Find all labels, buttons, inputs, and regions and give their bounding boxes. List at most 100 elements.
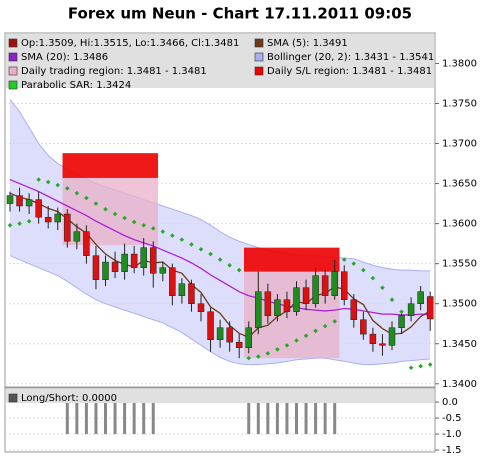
candle-body — [398, 315, 405, 328]
sar-dot — [65, 186, 70, 191]
sar-dot — [294, 338, 299, 343]
sar-dot — [313, 328, 318, 334]
candle-body — [6, 195, 14, 204]
sar-dot — [427, 362, 433, 367]
legend-swatch — [254, 38, 264, 48]
sar-dot — [246, 355, 252, 361]
candle-body — [312, 275, 319, 304]
sar-dot — [332, 319, 337, 324]
candle-body — [341, 271, 348, 300]
legend-swatch — [8, 38, 18, 48]
bar — [266, 402, 270, 435]
bar — [275, 402, 279, 435]
legend-box — [6, 389, 434, 403]
candle-body — [64, 213, 71, 242]
sar-dot — [84, 195, 89, 201]
sar-dot — [399, 309, 404, 314]
bar — [104, 402, 107, 435]
candle-body — [264, 291, 272, 316]
bar — [151, 402, 155, 435]
legend-label: Bollinger (20, 2): 1.3431 - 1.3541 — [267, 52, 434, 63]
candle-body — [73, 231, 81, 242]
candle-body — [197, 303, 205, 312]
sar-dot — [256, 354, 261, 359]
candle-body — [350, 299, 358, 320]
bar — [113, 402, 117, 435]
bar — [295, 402, 298, 435]
bar — [247, 402, 251, 435]
candle-body — [235, 341, 243, 349]
sl-regions — [62, 153, 159, 178]
sar-dot — [103, 206, 108, 212]
candle-body — [407, 303, 415, 316]
y-tick-label: -0.5 — [442, 413, 462, 424]
sar-dot — [284, 343, 290, 348]
candle-body — [83, 231, 90, 256]
candle-body — [379, 343, 386, 346]
candle-body — [188, 283, 195, 304]
y-tick-label: 1.3800 — [442, 58, 477, 69]
legend-label: Daily S/L region: 1.3481 - 1.3481 — [267, 66, 432, 77]
bar — [84, 402, 88, 435]
bar — [142, 402, 146, 435]
candle-body — [274, 299, 281, 316]
candle-body — [150, 247, 157, 274]
legend-swatch — [254, 66, 264, 76]
candle-body — [216, 327, 224, 340]
sar-dot — [303, 333, 309, 339]
candle-body — [169, 267, 176, 296]
legend-label: Op:1.3509, Hi:1.3515, Lo:1.3466, Cl:1.34… — [21, 38, 239, 49]
chart-title: Forex um Neun - Chart 17.11.2011 09:05 — [68, 5, 412, 23]
candle-body — [426, 296, 434, 320]
y-tick-label: -1.0 — [442, 429, 462, 440]
candle-body — [178, 283, 186, 296]
bar — [132, 402, 136, 435]
bar — [314, 402, 318, 435]
legend-swatch — [8, 393, 18, 403]
sar-dot — [275, 347, 280, 352]
legend-swatch — [8, 66, 18, 76]
y-tick-label: 1.3600 — [442, 219, 477, 230]
sar-dot — [112, 211, 118, 217]
legend-label: SMA (5): 1.3491 — [267, 38, 348, 49]
sar-dot — [389, 297, 395, 302]
candle-body — [44, 216, 52, 223]
sar-dot — [408, 365, 414, 371]
candle-body — [92, 255, 100, 280]
y-tick-label: 1.3500 — [442, 299, 477, 310]
bar — [94, 402, 98, 435]
bar — [285, 402, 289, 435]
y-tick-label: 1.3550 — [442, 259, 477, 270]
candle-body — [293, 287, 300, 312]
candle-body — [255, 291, 262, 328]
legend-swatch — [8, 80, 18, 90]
sar-dot — [370, 275, 376, 281]
sar-dot — [93, 201, 99, 206]
y-tick-label: 1.3450 — [442, 339, 477, 350]
sar-dot — [217, 257, 223, 262]
candle-body — [130, 253, 138, 268]
candle-body — [207, 311, 214, 340]
sar-dot — [351, 261, 357, 266]
bar — [256, 402, 260, 435]
y-tick-label: 1.3650 — [442, 179, 477, 190]
candle-body — [369, 333, 377, 345]
y-tick-label: 1.3400 — [442, 379, 477, 390]
legend-label: SMA (20): 1.3486 — [21, 52, 108, 63]
candle-body — [54, 213, 61, 223]
sl-regions — [243, 247, 340, 272]
sar-dot — [122, 215, 127, 221]
sma5-line — [9, 192, 431, 339]
candle-body — [360, 319, 367, 335]
candle-body — [35, 199, 42, 218]
candle-body — [102, 261, 109, 280]
candle-body — [321, 275, 329, 296]
sar-dot — [361, 267, 366, 273]
candle-body — [388, 327, 396, 346]
candle-body — [121, 253, 128, 272]
bollinger-lower — [9, 255, 431, 366]
sar-dot — [74, 190, 80, 196]
candle-body — [331, 271, 338, 296]
